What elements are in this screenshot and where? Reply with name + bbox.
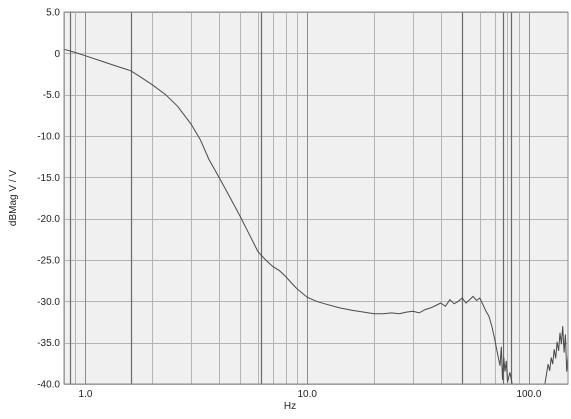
y-tick-label: -25.0 (37, 256, 60, 267)
y-axis-label: dBMag V / V (8, 170, 19, 226)
y-tick-label: -30.0 (37, 297, 60, 308)
tick-labels: 5.0 0 -5.0 -10.0 -15.0 -20.0 -25.0 -30.0 -35.0 -4… (37, 8, 542, 401)
x-tick-label: 100.0 (516, 389, 541, 400)
x-axis-label: Hz (284, 401, 296, 412)
series-line-2 (544, 326, 569, 385)
y-tick-label: -10.0 (37, 132, 60, 143)
y-tick-label: 0 (54, 49, 60, 60)
y-tick-label: -20.0 (37, 214, 60, 225)
plot-area (64, 12, 568, 384)
x-tick-label: 10.0 (297, 389, 317, 400)
y-tick-label: 5.0 (46, 8, 60, 19)
y-tick-label: -40.0 (37, 380, 60, 391)
y-tick-label: -15.0 (37, 173, 60, 184)
y-tick-label: -35.0 (37, 338, 60, 349)
series-lines (63, 48, 569, 385)
y-tick-label: -5.0 (43, 90, 61, 101)
series-line-1 (63, 48, 513, 385)
plot-frame (63, 11, 569, 385)
x-tick-label: 1.0 (79, 389, 93, 400)
